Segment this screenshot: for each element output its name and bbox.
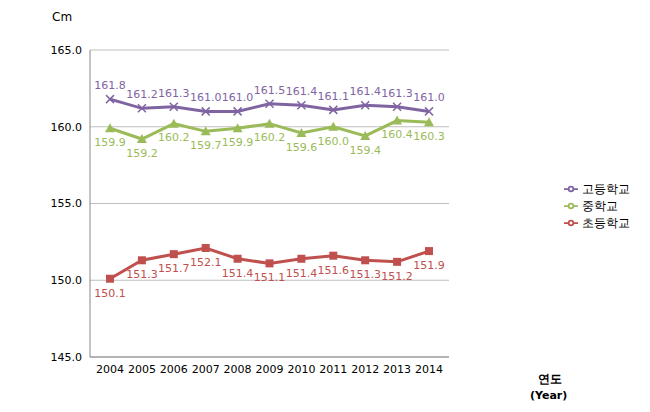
svg-text:161.0: 161.0	[190, 91, 222, 104]
svg-text:161.4: 161.4	[286, 85, 318, 98]
svg-text:161.3: 161.3	[158, 87, 190, 100]
svg-text:2010: 2010	[287, 363, 315, 376]
svg-text:151.1: 151.1	[254, 271, 286, 284]
svg-text:151.2: 151.2	[381, 270, 413, 283]
svg-text:2013: 2013	[383, 363, 411, 376]
svg-text:150.0: 150.0	[51, 274, 83, 287]
svg-text:159.2: 159.2	[126, 147, 158, 160]
html-text:Cm: Cm	[52, 10, 73, 24]
svg-text:2011: 2011	[319, 363, 347, 376]
svg-text:151.4: 151.4	[222, 267, 254, 280]
svg-text:150.1: 150.1	[94, 287, 126, 300]
html-text:(Year): (Year)	[530, 389, 568, 402]
svg-text:2007: 2007	[192, 363, 220, 376]
svg-text:161.2: 161.2	[126, 88, 158, 101]
svg-text:160.0: 160.0	[318, 135, 350, 148]
svg-text:160.2: 160.2	[158, 131, 190, 144]
svg-text:161.3: 161.3	[381, 87, 413, 100]
svg-text:151.6: 151.6	[318, 264, 350, 277]
svg-text:155.0: 155.0	[51, 197, 83, 210]
svg-text:151.9: 151.9	[413, 259, 445, 272]
svg-text:160.0: 160.0	[51, 121, 83, 134]
html-text:고등학교: 고등학교	[582, 181, 630, 196]
svg-text:151.3: 151.3	[349, 268, 381, 281]
svg-text:145.0: 145.0	[51, 351, 83, 364]
svg-text:161.1: 161.1	[318, 90, 350, 103]
svg-text:2006: 2006	[160, 363, 188, 376]
svg-text:161.5: 161.5	[254, 84, 286, 97]
svg-text:2012: 2012	[351, 363, 379, 376]
svg-text:165.0: 165.0	[51, 44, 83, 57]
svg-text:160.2: 160.2	[254, 131, 286, 144]
svg-text:160.3: 160.3	[413, 130, 445, 143]
svg-text:2009: 2009	[256, 363, 284, 376]
svg-text:151.7: 151.7	[158, 262, 190, 275]
svg-text:160.4: 160.4	[381, 128, 413, 141]
svg-text:161.0: 161.0	[413, 91, 445, 104]
svg-text:152.1: 152.1	[190, 256, 222, 269]
svg-text:159.4: 159.4	[349, 144, 381, 157]
html-text:연도: 연도	[538, 372, 562, 386]
svg-text:2005: 2005	[128, 363, 156, 376]
svg-text:159.7: 159.7	[190, 139, 222, 152]
svg-text:151.4: 151.4	[286, 267, 318, 280]
html-text:중학교: 중학교	[582, 198, 618, 213]
svg-text:2014: 2014	[415, 363, 443, 376]
svg-text:2004: 2004	[96, 363, 124, 376]
svg-text:151.3: 151.3	[126, 268, 158, 281]
svg-text:2008: 2008	[224, 363, 252, 376]
svg-text:161.8: 161.8	[94, 79, 126, 92]
svg-text:159.6: 159.6	[286, 141, 318, 154]
svg-text:159.9: 159.9	[94, 136, 126, 149]
svg-text:161.4: 161.4	[349, 85, 381, 98]
svg-text:159.9: 159.9	[222, 136, 254, 149]
html-text:초등학교: 초등학교	[582, 215, 630, 230]
svg-text:161.0: 161.0	[222, 91, 254, 104]
